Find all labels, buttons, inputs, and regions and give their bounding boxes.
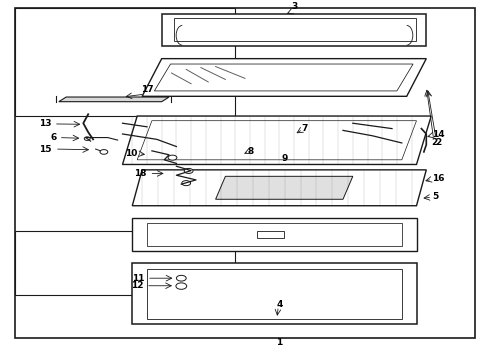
Ellipse shape — [84, 137, 90, 140]
Ellipse shape — [100, 150, 108, 154]
Polygon shape — [142, 59, 426, 96]
Polygon shape — [162, 14, 426, 46]
Ellipse shape — [184, 168, 193, 174]
Polygon shape — [132, 218, 416, 251]
Polygon shape — [216, 176, 353, 199]
Text: 17: 17 — [141, 85, 153, 94]
Polygon shape — [59, 97, 169, 102]
Bar — [15, 231, 235, 296]
Text: 16: 16 — [432, 174, 445, 183]
Text: 12: 12 — [131, 281, 144, 290]
Text: 13: 13 — [39, 120, 51, 129]
Text: 4: 4 — [276, 300, 283, 309]
Text: 6: 6 — [50, 133, 56, 142]
Polygon shape — [174, 18, 416, 41]
Bar — [257, 231, 284, 238]
Polygon shape — [154, 64, 413, 91]
Polygon shape — [122, 116, 431, 165]
Text: 1: 1 — [276, 338, 282, 347]
Text: 18: 18 — [134, 169, 147, 178]
Polygon shape — [147, 269, 402, 319]
Text: 10: 10 — [125, 149, 137, 158]
Ellipse shape — [182, 181, 191, 186]
Text: 15: 15 — [39, 145, 51, 154]
Polygon shape — [132, 170, 426, 206]
Text: 14: 14 — [432, 130, 445, 139]
Text: 2: 2 — [435, 138, 441, 147]
Text: 11: 11 — [132, 274, 145, 283]
Ellipse shape — [176, 275, 186, 281]
Text: 5: 5 — [432, 192, 439, 201]
Polygon shape — [147, 223, 402, 246]
Polygon shape — [132, 263, 416, 324]
Bar — [15, 8, 235, 116]
Text: 8: 8 — [247, 147, 254, 156]
Text: 7: 7 — [301, 124, 308, 133]
Ellipse shape — [168, 155, 177, 160]
Text: 3: 3 — [291, 2, 297, 11]
Ellipse shape — [176, 283, 187, 289]
Text: 2: 2 — [431, 138, 438, 147]
Text: 9: 9 — [282, 154, 288, 163]
